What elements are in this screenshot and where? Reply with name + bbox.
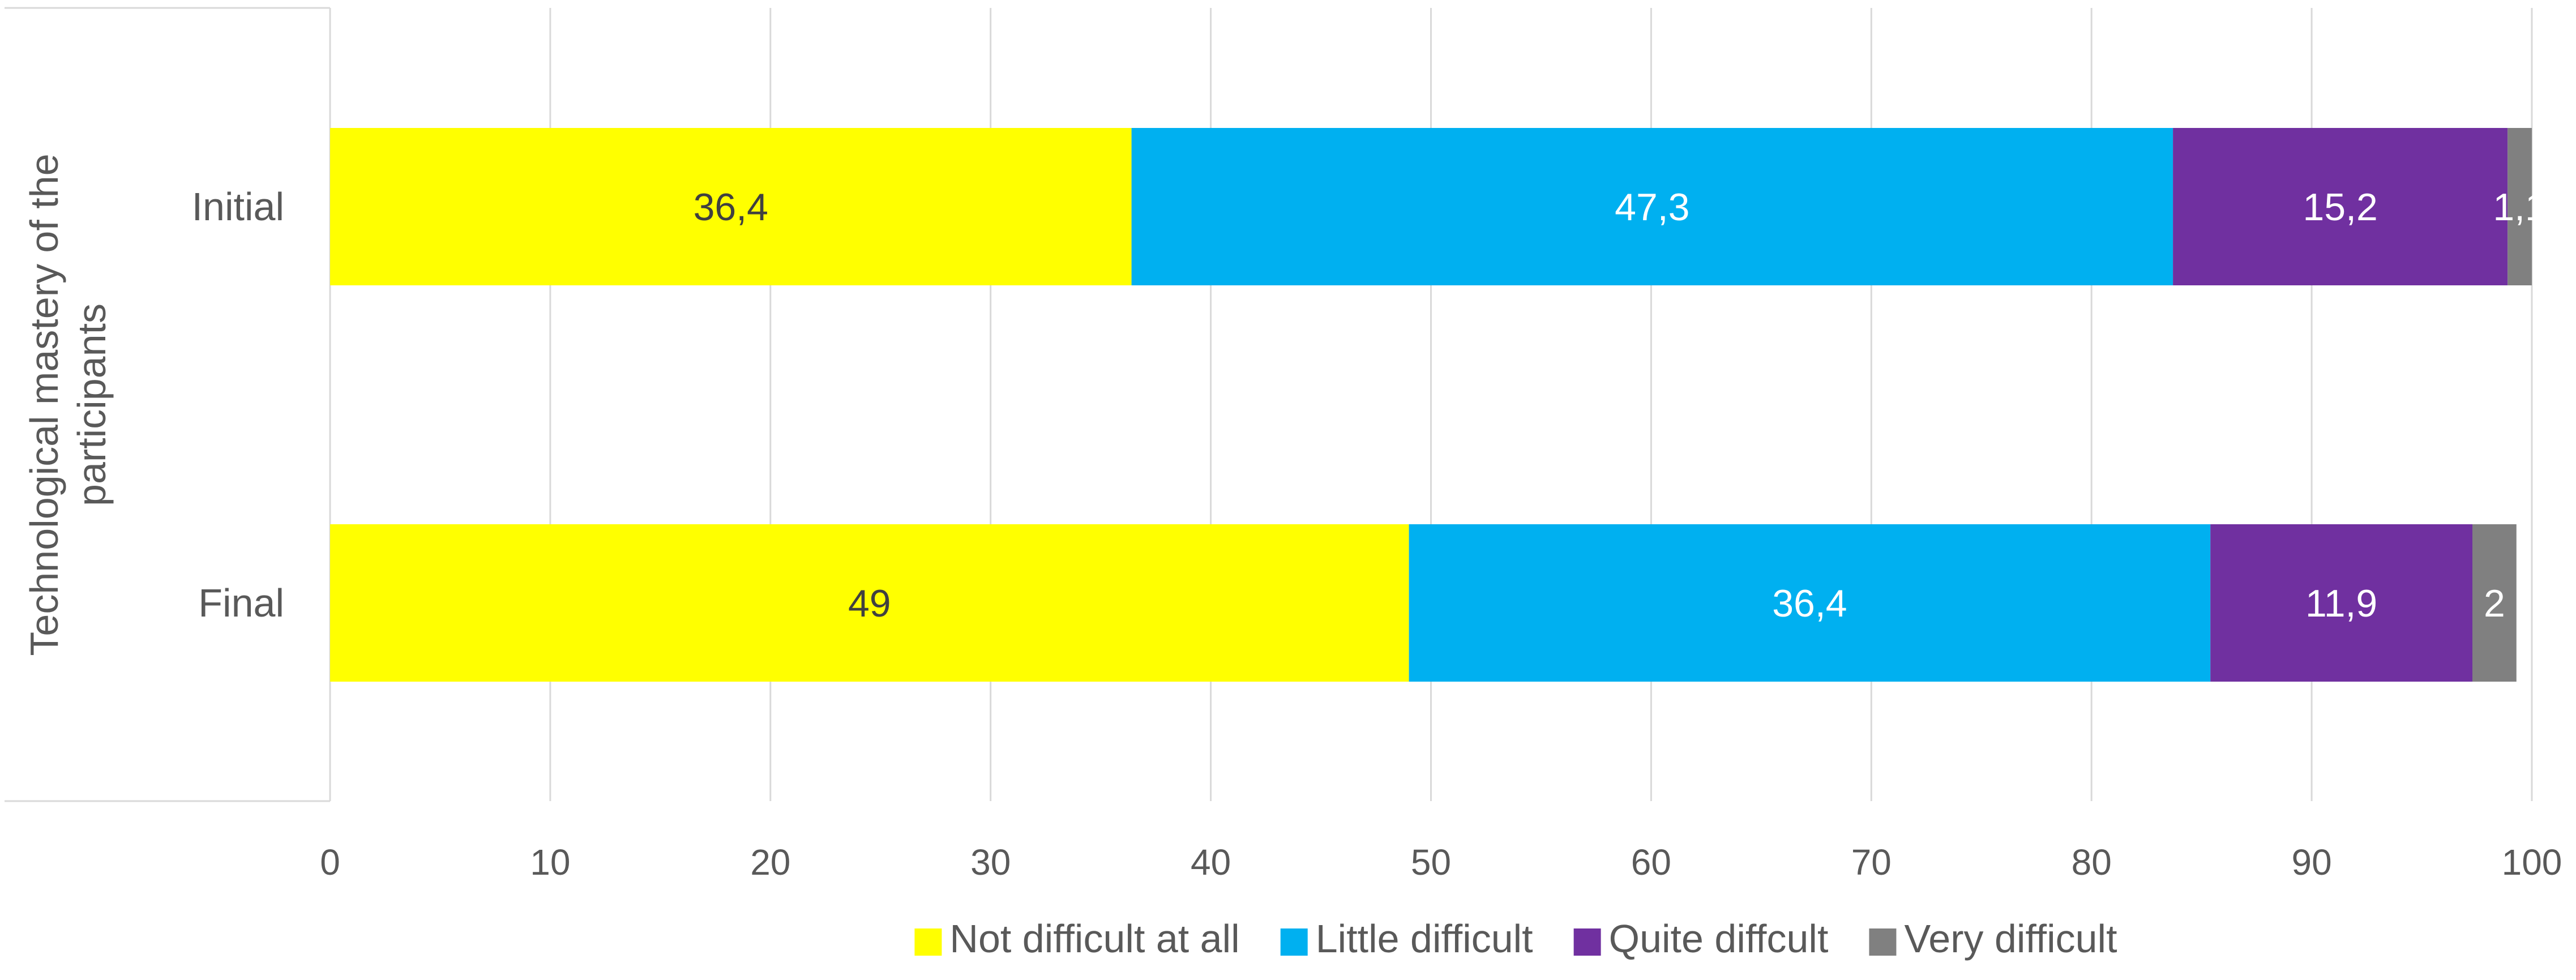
x-tick-label: 0 <box>320 842 340 883</box>
bar-initial-series-1 <box>330 128 1132 285</box>
x-tick-label: 40 <box>1191 842 1231 883</box>
x-tick-label: 70 <box>1851 842 1892 883</box>
bar-final-series-3 <box>2210 524 2472 682</box>
legend-label: Little difficult <box>1316 917 1533 961</box>
legend-item-3: Quite diffcult <box>1573 917 1829 961</box>
category-label: Initial <box>192 185 284 229</box>
category-labels: Initial Final <box>192 185 284 625</box>
category-label: Final <box>198 581 284 625</box>
bars <box>330 128 2532 682</box>
legend-swatch <box>1280 928 1308 956</box>
legend-label: Very difficult <box>1904 917 2117 961</box>
data-label: 49 <box>848 582 891 625</box>
data-label: 1,1 <box>2493 186 2547 229</box>
gridlines <box>329 8 2533 801</box>
y-axis-title: Technological mastery of theparticipants <box>22 153 114 656</box>
legend-swatch <box>914 928 942 956</box>
legend: Not difficult at all Little difficult Quit… <box>914 917 2117 961</box>
bar-final-series-2 <box>1409 524 2211 682</box>
data-label: 2 <box>2484 582 2505 625</box>
data-label: 36,4 <box>1772 582 1847 625</box>
legend-swatch <box>1869 928 1897 956</box>
x-tick-label: 90 <box>2292 842 2332 883</box>
legend-label: Quite diffcult <box>1609 917 1829 961</box>
legend-item-1: Not difficult at all <box>914 917 1240 961</box>
x-tick-label: 20 <box>750 842 790 883</box>
data-label: 15,2 <box>2303 186 2377 229</box>
bar-final-series-1 <box>330 524 1409 682</box>
x-tick-label: 10 <box>530 842 570 883</box>
legend-item-4: Very difficult <box>1869 917 2117 961</box>
data-label: 36,4 <box>694 186 768 229</box>
legend-label: Not difficult at all <box>949 917 1239 961</box>
x-tick-label: 50 <box>1411 842 1451 883</box>
x-tick-label: 60 <box>1631 842 1671 883</box>
x-tick-label: 80 <box>2072 842 2112 883</box>
x-tick-label: 100 <box>2502 842 2562 883</box>
bar-initial-series-2 <box>1131 128 2173 285</box>
data-labels: 36,4 47,3 15,2 1,1 49 36,4 11,9 2 <box>694 186 2547 625</box>
x-tick-labels: 0 10 20 30 40 50 60 70 80 90 100 <box>320 842 2562 883</box>
legend-item-2: Little difficult <box>1280 917 1533 961</box>
bar-initial-series-4 <box>2507 128 2532 285</box>
data-label: 47,3 <box>1615 186 1689 229</box>
x-tick-label: 30 <box>970 842 1011 883</box>
data-label: 11,9 <box>2305 582 2377 625</box>
bar-initial-series-3 <box>2173 128 2508 285</box>
bar-final-series-4 <box>2472 524 2517 682</box>
legend-swatch <box>1573 928 1601 956</box>
